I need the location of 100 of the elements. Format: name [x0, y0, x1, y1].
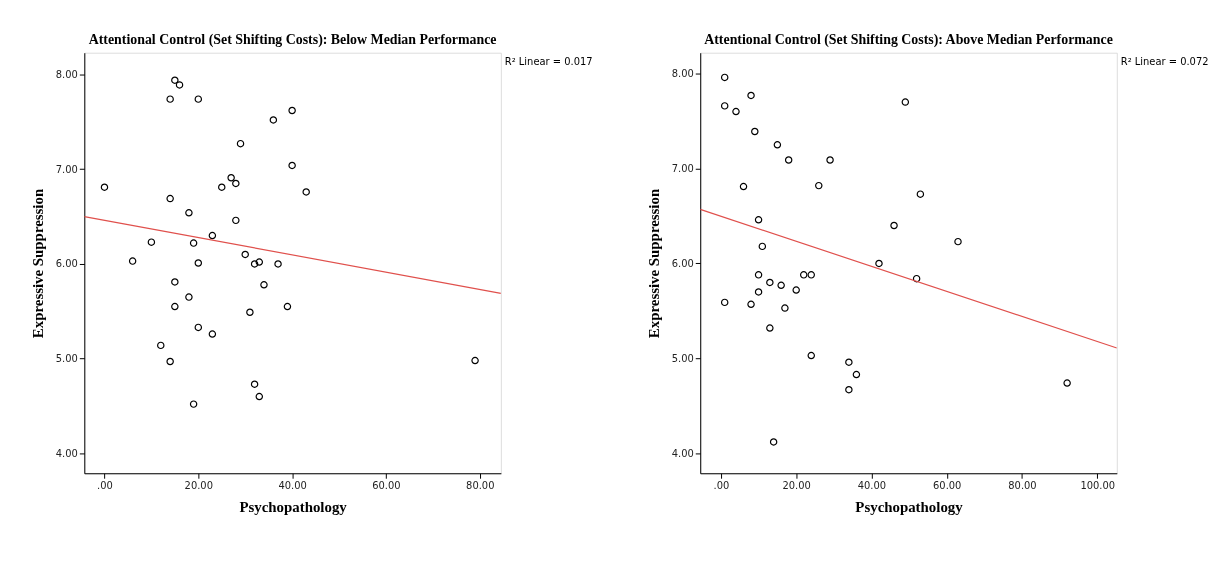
point — [283, 302, 292, 311]
point — [208, 330, 217, 338]
point — [792, 286, 800, 294]
chart-title: Attentional Control (Set Shifting Costs): Below Median Performance — [88, 31, 497, 48]
point — [232, 216, 240, 225]
point — [288, 161, 296, 170]
point — [875, 259, 883, 268]
point — [274, 260, 282, 268]
x-tick-label: 80.00 — [1008, 479, 1037, 491]
point — [147, 238, 156, 246]
x-tick-label: 80.00 — [466, 479, 495, 491]
point — [189, 239, 198, 247]
point — [250, 260, 259, 268]
point — [732, 107, 740, 116]
y-tick-label: 8.00 — [671, 68, 694, 80]
point — [754, 271, 763, 279]
point — [166, 194, 174, 203]
point — [194, 323, 203, 332]
point — [166, 357, 174, 366]
point — [175, 81, 184, 89]
x-tick-label: 40.00 — [278, 479, 307, 491]
point — [250, 380, 259, 388]
y-tick-label: 5.00 — [671, 352, 694, 364]
point — [754, 216, 763, 224]
point — [916, 190, 925, 198]
point — [255, 258, 264, 266]
x-tick-label: 60.00 — [933, 479, 962, 491]
point — [185, 209, 193, 217]
text: R² Linear = 0.072 — [1120, 55, 1209, 67]
point — [769, 438, 778, 446]
y-tick-label: 8.00 — [55, 68, 78, 80]
point — [171, 76, 179, 84]
y-tick-label: 5.00 — [55, 353, 78, 365]
y-axis-title: Expressive Suppression — [29, 188, 46, 339]
point — [302, 188, 310, 196]
point — [128, 257, 137, 265]
point — [227, 174, 235, 182]
point — [236, 139, 245, 148]
point — [194, 259, 203, 267]
y-axis-title: Expressive Suppression — [645, 188, 662, 339]
x-tick-label: 60.00 — [372, 479, 401, 491]
y-tick-label: 4.00 — [55, 447, 78, 459]
x-tick-label: .00 — [713, 479, 730, 491]
point — [288, 106, 296, 115]
point — [269, 116, 278, 124]
point — [720, 73, 729, 82]
point — [157, 341, 165, 350]
point — [471, 356, 479, 365]
point — [255, 392, 264, 401]
y-tick-label: 7.00 — [671, 163, 694, 174]
y-tick-label: 6.00 — [55, 258, 78, 270]
point — [766, 324, 774, 332]
x-tick-label: 20.00 — [782, 479, 811, 491]
x-tick-label: 100.00 — [1080, 479, 1116, 491]
point — [751, 127, 759, 136]
point — [166, 95, 174, 103]
point — [807, 271, 815, 279]
point — [758, 242, 767, 251]
point — [218, 183, 226, 191]
point — [901, 98, 910, 106]
point — [100, 183, 109, 191]
point — [807, 351, 815, 360]
point — [739, 182, 748, 191]
point — [773, 141, 782, 149]
point — [815, 181, 823, 190]
point — [208, 231, 217, 240]
point — [720, 102, 729, 110]
point — [777, 281, 785, 290]
point — [826, 156, 834, 164]
point — [781, 304, 789, 312]
point — [246, 308, 254, 316]
point — [845, 358, 853, 366]
point — [1063, 379, 1071, 387]
chart-title: Attentional Control (Set Shifting Costs): Above Median Performance — [704, 31, 1113, 48]
point — [720, 298, 729, 307]
x-axis-title: Psychopathology — [855, 499, 964, 516]
point — [912, 274, 921, 283]
point — [784, 156, 793, 164]
point — [241, 250, 249, 259]
point — [954, 237, 962, 246]
point — [852, 370, 861, 379]
point — [747, 91, 755, 100]
point — [845, 385, 853, 394]
y-tick-label: 6.00 — [671, 257, 694, 269]
point — [171, 278, 179, 286]
x-axis-title: Psychopathology — [239, 499, 348, 516]
point — [189, 400, 198, 408]
point — [260, 281, 268, 289]
x-tick-label: 20.00 — [184, 479, 213, 491]
x-tick-label: 40.00 — [857, 479, 887, 491]
point — [185, 293, 193, 301]
point — [194, 95, 203, 103]
y-tick-label: 4.00 — [671, 447, 694, 459]
point — [232, 179, 240, 188]
text: R² Linear = 0.017 — [504, 55, 593, 67]
point — [747, 300, 755, 309]
point — [171, 302, 179, 311]
point — [754, 288, 763, 296]
y-tick-label: 7.00 — [55, 163, 78, 175]
x-tick-label: .00 — [97, 479, 113, 491]
